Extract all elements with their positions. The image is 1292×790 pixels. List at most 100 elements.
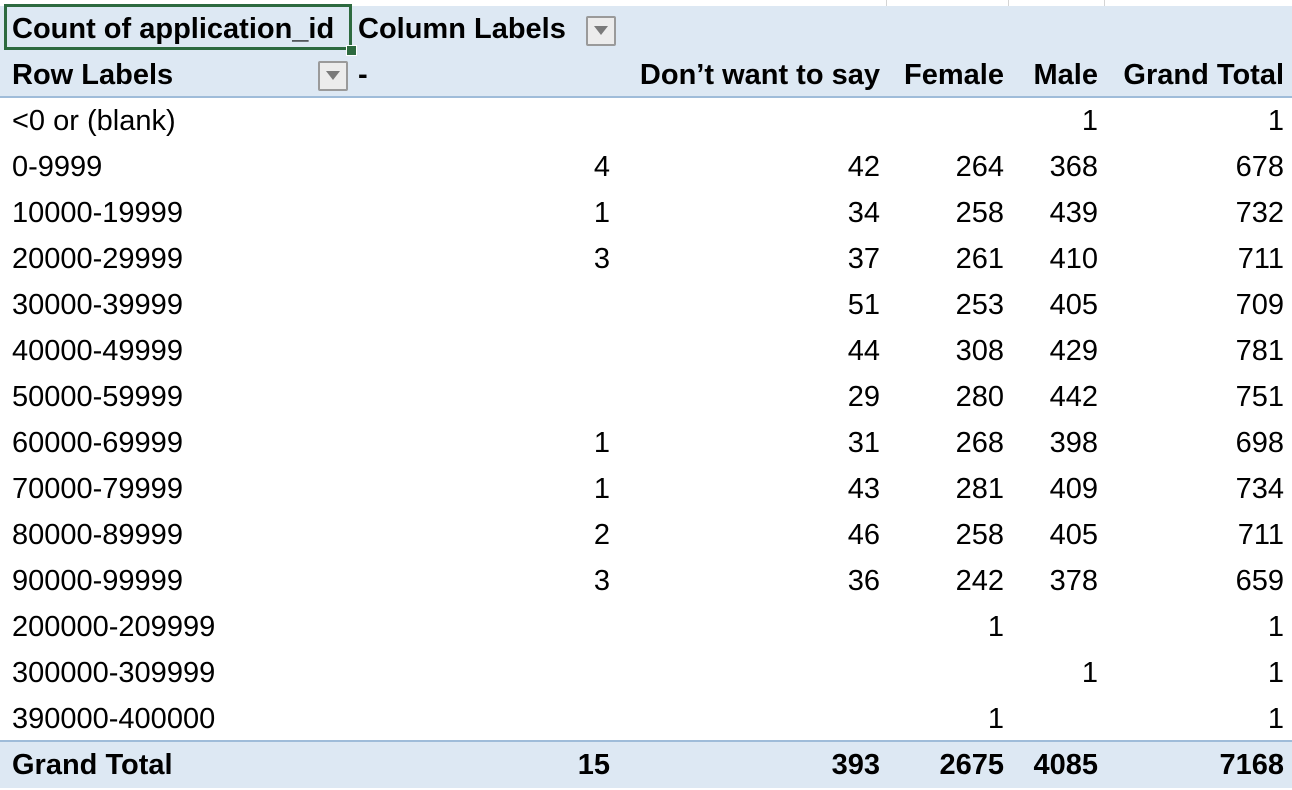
cell-male[interactable]: 439 [1049,197,1098,229]
cell-female[interactable]: 242 [955,565,1004,597]
cell-dont-want-to-say[interactable]: 51 [847,289,880,321]
cell-grand-total[interactable]: 659 [1235,565,1284,597]
grand-total-overall[interactable]: 7168 [1219,749,1284,781]
grand-total-dash[interactable]: 15 [577,749,610,781]
cell-grand-total[interactable]: 1 [1267,105,1284,137]
cell-dont-want-to-say[interactable]: 37 [847,243,880,275]
cell-female[interactable]: 253 [955,289,1004,321]
row-labels-header[interactable]: Row Labels [12,59,174,91]
cell-dont-want-to-say[interactable]: 31 [847,427,880,459]
cell-male[interactable] [1008,696,1104,742]
row-label[interactable]: 300000-309999 [12,657,216,689]
column-labels-header[interactable]: Column Labels [358,13,566,45]
row-label[interactable]: 80000-89999 [12,519,183,551]
cell-grand-total[interactable]: 698 [1235,427,1284,459]
row-label[interactable]: 60000-69999 [12,427,183,459]
cell-dash[interactable]: 4 [593,151,610,183]
row-label[interactable]: 0-9999 [12,151,103,183]
cell-male[interactable]: 429 [1049,335,1098,367]
cell-dont-want-to-say[interactable] [614,604,886,650]
cell-female[interactable]: 258 [955,519,1004,551]
cell-male[interactable]: 378 [1049,565,1098,597]
cell-dont-want-to-say[interactable] [614,98,886,144]
cell-dont-want-to-say[interactable]: 29 [847,381,880,413]
cell-dash[interactable] [352,98,614,144]
grand-total-label[interactable]: Grand Total [12,749,173,781]
row-label[interactable]: 20000-29999 [12,243,183,275]
cell-grand-total[interactable]: 709 [1235,289,1284,321]
cell-dont-want-to-say[interactable]: 43 [847,473,880,505]
cell-dont-want-to-say[interactable]: 36 [847,565,880,597]
table-row: 0-9999 4 42 264 368 678 [0,144,1292,190]
cell-dash[interactable]: 1 [593,427,610,459]
cell-male[interactable]: 405 [1049,289,1098,321]
cell-male[interactable]: 405 [1049,519,1098,551]
cell-female[interactable]: 1 [987,611,1004,643]
cell-dash[interactable] [352,374,614,420]
cell-male[interactable] [1008,604,1104,650]
cell-grand-total[interactable]: 1 [1267,611,1284,643]
cell-grand-total[interactable]: 781 [1235,335,1284,367]
cell-female[interactable] [886,650,1008,696]
row-label[interactable]: 70000-79999 [12,473,183,505]
cell-male[interactable]: 442 [1049,381,1098,413]
column-labels-filter-button[interactable] [586,16,616,46]
cell-dash[interactable] [352,604,614,650]
grand-total-female[interactable]: 2675 [939,749,1004,781]
grand-total-dont-want-to-say[interactable]: 393 [831,749,880,781]
row-label[interactable]: 50000-59999 [12,381,183,413]
cell-grand-total[interactable]: 732 [1235,197,1284,229]
row-label[interactable]: 10000-19999 [12,197,183,229]
cell-female[interactable]: 280 [955,381,1004,413]
cell-grand-total[interactable]: 751 [1235,381,1284,413]
cell-grand-total[interactable]: 1 [1267,657,1284,689]
cell-dash[interactable] [352,328,614,374]
grid-line [886,0,887,6]
cell-female[interactable]: 258 [955,197,1004,229]
cell-male[interactable]: 398 [1049,427,1098,459]
cell-female[interactable]: 281 [955,473,1004,505]
row-label[interactable]: 390000-400000 [12,703,216,735]
cell-male[interactable]: 368 [1049,151,1098,183]
cell-female[interactable]: 308 [955,335,1004,367]
cell-dont-want-to-say[interactable]: 34 [847,197,880,229]
cell-male[interactable]: 1 [1081,105,1098,137]
grand-total-male[interactable]: 4085 [1033,749,1098,781]
cell-grand-total[interactable]: 711 [1237,519,1284,551]
cell-female[interactable]: 1 [987,703,1004,735]
cell-dont-want-to-say[interactable]: 44 [847,335,880,367]
cell-female[interactable]: 261 [955,243,1004,275]
cell-grand-total[interactable]: 678 [1235,151,1284,183]
cell-dont-want-to-say[interactable] [614,650,886,696]
cell-dont-want-to-say[interactable]: 46 [847,519,880,551]
cell-dash[interactable]: 2 [593,519,610,551]
cell-dash[interactable]: 1 [593,197,610,229]
cell-dont-want-to-say[interactable] [614,696,886,742]
cell-dont-want-to-say[interactable]: 42 [847,151,880,183]
cell-grand-total[interactable]: 734 [1235,473,1284,505]
row-label[interactable]: 30000-39999 [12,289,183,321]
row-label[interactable]: 200000-209999 [12,611,216,643]
table-row: 10000-19999 1 34 258 439 732 [0,190,1292,236]
cell-dash[interactable] [352,650,614,696]
row-label[interactable]: <0 or (blank) [12,105,176,137]
cell-male[interactable]: 409 [1049,473,1098,505]
cell-female[interactable] [886,98,1008,144]
cell-dash[interactable] [352,696,614,742]
row-labels-filter-button[interactable] [318,61,348,91]
cell-grand-total[interactable]: 711 [1237,243,1284,275]
cell-female[interactable]: 264 [955,151,1004,183]
row-label[interactable]: 40000-49999 [12,335,183,367]
row-label[interactable]: 90000-99999 [12,565,183,597]
cell-dash[interactable]: 3 [593,243,610,275]
cell-dash[interactable] [352,282,614,328]
value-field-cell[interactable]: Count of application_id [12,13,335,45]
cell-dash[interactable]: 1 [593,473,610,505]
cell-male[interactable]: 410 [1049,243,1098,275]
cell-female[interactable]: 268 [955,427,1004,459]
fill-handle[interactable] [346,45,357,56]
cell-male[interactable]: 1 [1081,657,1098,689]
table-row: 20000-29999 3 37 261 410 711 [0,236,1292,282]
cell-dash[interactable]: 3 [593,565,610,597]
cell-grand-total[interactable]: 1 [1267,703,1284,735]
